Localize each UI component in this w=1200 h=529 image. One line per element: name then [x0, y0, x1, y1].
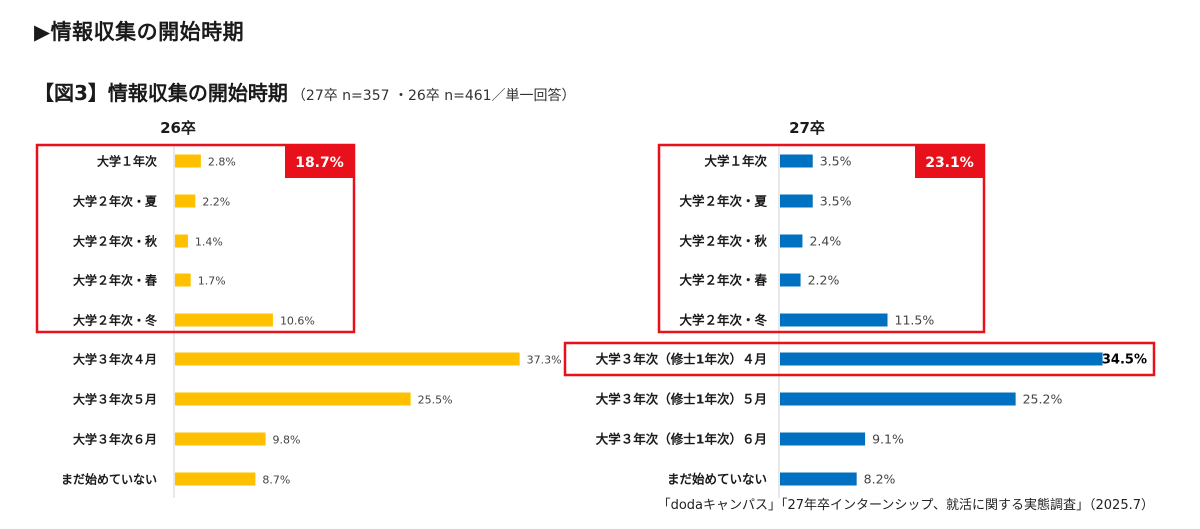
category-label-26-5: 大学３年次４月 [73, 352, 157, 367]
category-label-27-5: 大学３年次（修士1年次）４月 [596, 352, 767, 367]
category-label-26-1: 大学２年次・夏 [73, 194, 158, 209]
bar-27-5 [780, 352, 1103, 366]
bar-27-2 [780, 234, 803, 248]
bar-27-4 [780, 313, 888, 327]
bar-26-0 [175, 154, 201, 168]
category-label-27-3: 大学２年次・春 [679, 273, 767, 288]
value-label-27-5: 34.5% [1102, 353, 1147, 368]
bar-27-1 [780, 194, 813, 208]
category-label-27-4: 大学２年次・冬 [679, 313, 767, 328]
bar-27-7 [780, 432, 866, 446]
category-label-26-6: 大学３年次５月 [73, 392, 157, 407]
value-label-27-1: 3.5% [820, 194, 852, 209]
category-label-26-4: 大学２年次・冬 [73, 313, 157, 328]
value-label-26-3: 1.7% [198, 275, 226, 288]
value-label-26-8: 8.7% [262, 474, 290, 487]
value-label-27-6: 25.2% [1023, 392, 1063, 407]
bar-26-6 [175, 392, 411, 406]
bar-26-2 [175, 234, 188, 248]
bar-27-6 [780, 392, 1016, 406]
category-label-27-1: 大学２年次・夏 [679, 194, 767, 209]
category-label-27-2: 大学２年次・秋 [679, 234, 767, 249]
category-label-26-0: 大学１年次 [97, 154, 157, 169]
value-label-27-8: 8.2% [864, 472, 896, 487]
category-label-27-7: 大学３年次（修士1年次）６月 [596, 432, 767, 447]
bar-26-5 [175, 352, 520, 366]
panel-title-26: 26卒 [160, 119, 196, 137]
highlight-box-26 [35, 143, 356, 334]
total-badge-label-26: 18.7% [295, 155, 344, 171]
total-badge-27 [915, 145, 984, 178]
value-label-26-5: 37.3% [527, 354, 562, 367]
value-label-27-0: 3.5% [820, 154, 852, 169]
figure-title-block: 【図3】情報収集の開始時期 （27卒 n=357 ・26卒 n=461／単一回答） [34, 77, 576, 106]
total-badge-26 [285, 145, 354, 178]
value-label-26-6: 25.5% [418, 394, 453, 407]
category-label-27-0: 大学１年次 [704, 154, 767, 169]
value-label-27-4: 11.5% [895, 313, 935, 328]
bar-27-8 [780, 472, 857, 486]
category-label-26-8: まだ始めていない [61, 472, 157, 487]
category-label-27-6: 大学３年次（修士1年次）５月 [596, 392, 767, 407]
page-heading: ▶情報収集の開始時期 [34, 20, 245, 44]
source-note: 「dodaキャンパス」「27年卒インターンシップ、就活に関する実態調査」（202… [657, 498, 1154, 513]
value-label-27-2: 2.4% [809, 234, 841, 249]
bar-26-7 [175, 432, 266, 446]
category-label-26-3: 大学２年次・春 [73, 273, 158, 288]
value-label-27-7: 9.1% [872, 432, 904, 447]
total-badge-label-27: 23.1% [925, 155, 974, 171]
bar-27-0 [780, 154, 813, 168]
category-label-26-2: 大学２年次・秋 [73, 234, 158, 249]
highlight-box-single-27 [563, 341, 1156, 377]
value-label-26-7: 9.8% [273, 434, 301, 447]
category-label-27-8: まだ始めていない [667, 472, 767, 487]
value-label-27-3: 2.2% [808, 273, 840, 288]
value-label-26-4: 10.6% [280, 315, 315, 328]
bar-26-3 [175, 273, 191, 287]
figure-title: 【図3】情報収集の開始時期 [34, 81, 288, 105]
category-label-26-7: 大学３年次６月 [73, 432, 157, 447]
highlight-box-27 [657, 143, 986, 334]
bar-26-1 [175, 194, 196, 208]
panel-title-27: 27卒 [789, 119, 825, 137]
bar-26-8 [175, 472, 256, 486]
value-label-26-2: 1.4% [195, 236, 223, 249]
bar-26-4 [175, 313, 273, 327]
bar-27-3 [780, 273, 801, 287]
value-label-26-0: 2.8% [208, 156, 236, 169]
figure-subtitle: （27卒 n=357 ・26卒 n=461／単一回答） [291, 88, 576, 104]
value-label-26-1: 2.2% [202, 196, 230, 209]
